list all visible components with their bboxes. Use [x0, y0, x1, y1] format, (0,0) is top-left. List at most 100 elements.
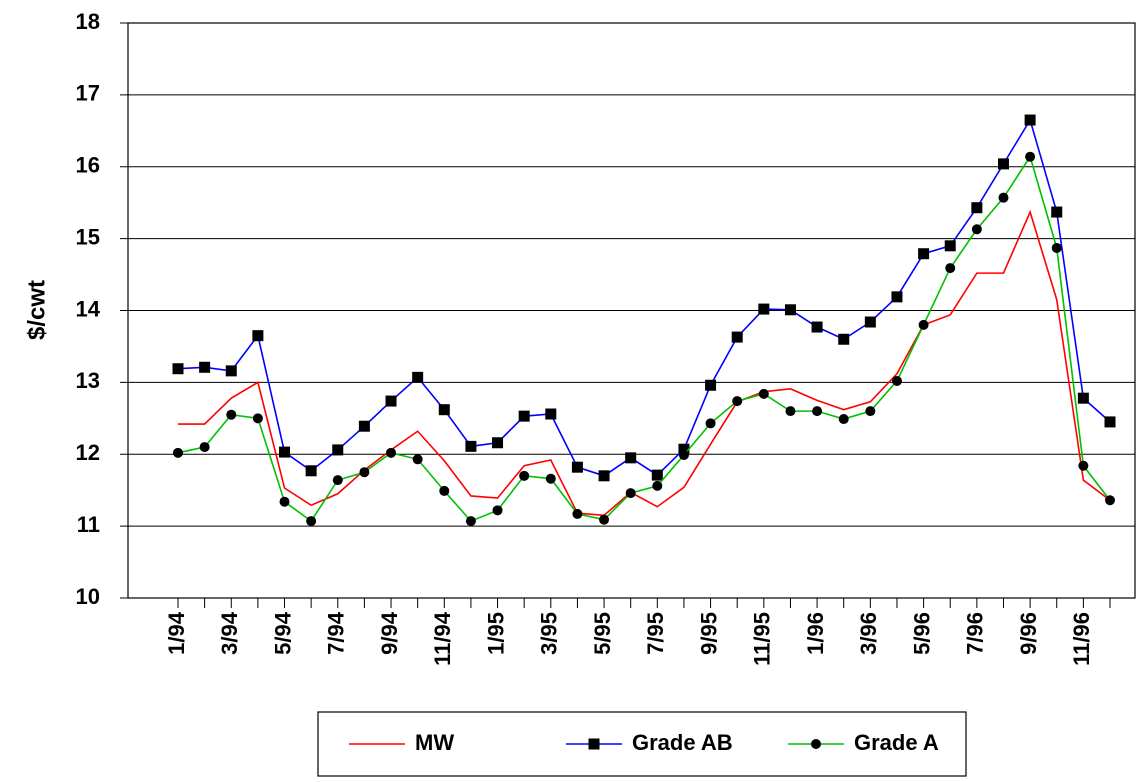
marker	[998, 192, 1009, 203]
y-tick-label: 13	[76, 368, 100, 393]
y-tick-label: 16	[76, 153, 100, 178]
marker	[652, 480, 663, 491]
marker	[891, 291, 903, 303]
marker	[492, 437, 504, 449]
marker	[891, 375, 902, 386]
marker	[812, 406, 823, 417]
series-line	[178, 209, 1111, 517]
marker	[678, 443, 690, 455]
marker	[332, 475, 343, 486]
y-tick-label: 17	[76, 81, 100, 106]
y-tick-label: 15	[76, 224, 100, 249]
marker	[865, 406, 876, 417]
marker	[1024, 114, 1036, 126]
marker	[465, 440, 477, 452]
marker	[358, 420, 370, 432]
marker	[199, 442, 210, 453]
series-line	[177, 118, 1111, 477]
y-axis-label: $/cwt	[23, 280, 50, 340]
marker	[412, 454, 423, 465]
marker	[598, 470, 610, 482]
marker	[625, 452, 637, 464]
marker	[785, 406, 796, 417]
marker	[225, 365, 237, 377]
marker	[492, 505, 503, 516]
marker	[945, 263, 956, 274]
marker	[1025, 151, 1036, 162]
marker	[545, 473, 556, 484]
marker	[1104, 416, 1116, 428]
marker	[465, 516, 476, 527]
y-tick-label: 18	[76, 9, 100, 34]
marker	[971, 202, 983, 214]
marker	[705, 379, 717, 391]
marker	[385, 395, 397, 407]
plot-frame	[127, 22, 1136, 599]
x-tick-label: 7/94	[324, 611, 349, 655]
y-tick-label: 10	[76, 584, 100, 609]
series	[172, 114, 1116, 482]
marker	[519, 470, 530, 481]
marker	[918, 319, 929, 330]
x-tick-label: 7/95	[643, 612, 668, 655]
marker	[599, 514, 610, 525]
x-tick-label: 7/96	[963, 612, 988, 655]
marker	[386, 447, 397, 458]
x-tick-label: 11/94	[430, 611, 455, 666]
y-tick-label: 14	[76, 296, 101, 321]
marker	[305, 465, 317, 477]
x-tick-label: 3/94	[217, 611, 242, 655]
marker	[864, 316, 876, 328]
x-tick-label: 5/94	[270, 611, 295, 655]
x-tick-label: 9/96	[1016, 612, 1041, 655]
marker	[439, 485, 450, 496]
marker	[252, 330, 264, 342]
marker	[332, 444, 344, 456]
marker	[173, 447, 183, 458]
x-tick-label: 9/94	[377, 611, 402, 655]
marker	[1077, 392, 1089, 404]
marker	[279, 496, 290, 507]
series	[178, 209, 1111, 517]
marker	[226, 409, 237, 420]
marker	[279, 446, 291, 458]
x-tick-label: 1/95	[483, 612, 508, 655]
marker	[758, 388, 769, 399]
marker	[199, 361, 211, 373]
marker	[838, 333, 850, 345]
marker	[678, 449, 689, 460]
marker	[1051, 242, 1062, 253]
marker	[651, 469, 663, 481]
marker	[438, 404, 450, 416]
marker	[811, 321, 823, 333]
marker	[1051, 206, 1063, 218]
x-tick-label: 3/95	[537, 612, 562, 655]
marker	[732, 396, 743, 407]
x-tick-label: 5/95	[590, 612, 615, 655]
marker	[412, 371, 424, 383]
y-tick-label: 12	[76, 440, 100, 465]
x-tick-label: 5/96	[909, 612, 934, 655]
marker	[518, 410, 530, 422]
marker	[811, 739, 821, 749]
marker	[918, 248, 930, 260]
legend: MW Grade AB Grade A	[317, 711, 967, 777]
marker	[545, 408, 557, 420]
x-tick-label: 1/96	[803, 612, 828, 655]
marker	[838, 414, 849, 425]
legend-label: Grade A	[854, 730, 939, 755]
series	[173, 151, 1115, 527]
marker	[306, 516, 317, 527]
marker	[172, 363, 184, 375]
legend-label: Grade AB	[632, 730, 733, 755]
marker	[997, 158, 1009, 170]
marker	[625, 488, 636, 499]
marker	[758, 303, 770, 315]
marker	[1105, 495, 1115, 506]
marker	[944, 240, 956, 252]
x-tick-label: 9/95	[696, 612, 721, 655]
x-tick-label: 3/96	[856, 612, 881, 655]
legend-label: MW	[415, 730, 454, 755]
marker	[572, 508, 583, 519]
